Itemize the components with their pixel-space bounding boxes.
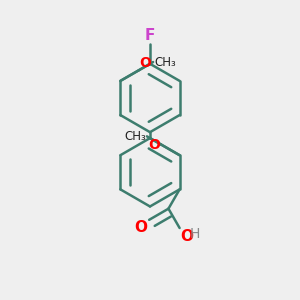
Text: O: O [140, 56, 152, 70]
Text: CH₃: CH₃ [124, 130, 146, 143]
Text: O: O [135, 220, 148, 236]
Text: CH₃: CH₃ [154, 56, 176, 68]
Text: O: O [181, 229, 194, 244]
Text: H: H [190, 226, 200, 241]
Text: O: O [148, 137, 160, 152]
Text: F: F [145, 28, 155, 43]
